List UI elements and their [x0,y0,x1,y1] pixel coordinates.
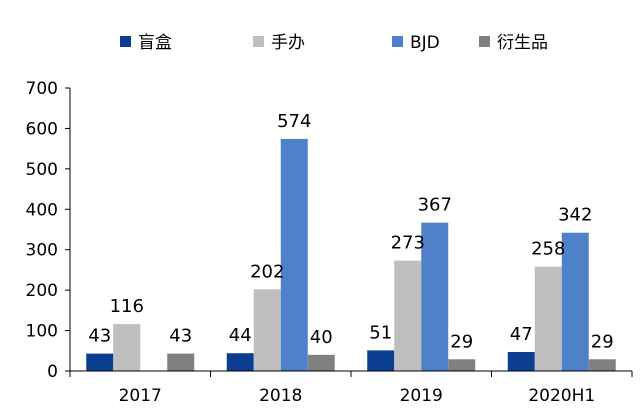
bar [588,359,616,371]
data-labels: 43 116 43 44 202 574 40 51 273 367 29 47 258 342 29 [88,111,613,352]
legend-label: BJD [410,33,440,53]
bar [253,289,281,371]
y-tick-label: 600 [26,119,58,139]
legend-swatch [120,36,131,47]
y-tick-label: 0 [47,362,58,382]
legend-swatch [253,36,264,47]
bar [113,324,141,371]
bar [421,222,449,371]
data-label: 273 [391,233,425,254]
bar [226,353,254,371]
data-label: 258 [531,239,565,260]
y-axis: 0 100 200 300 400 500 600 700 [26,79,71,382]
x-axis: 2017 2018 2019 2020H1 [69,370,633,406]
y-tick-label: 100 [26,322,58,342]
category-label: 2020H1 [528,386,595,406]
bar [561,232,589,371]
legend-label: 盲盒 [138,33,172,53]
data-label: 40 [310,327,333,348]
y-tick-label: 700 [26,79,58,99]
category-label: 2017 [119,386,162,406]
bar [448,359,476,371]
legend-swatch [479,36,490,47]
y-tick-label: 300 [26,241,58,261]
data-label: 574 [277,111,311,132]
data-label: 43 [88,326,111,347]
data-label: 202 [250,261,284,282]
data-label: 43 [169,326,192,347]
bar [367,350,395,371]
data-label: 116 [110,296,144,317]
data-label: 29 [450,331,473,352]
legend-swatch [392,36,403,47]
bar [394,260,422,371]
y-tick-label: 200 [26,281,58,301]
category-label: 2018 [259,386,302,406]
y-tick-label: 500 [26,160,58,180]
bar [167,353,195,371]
data-label: 51 [369,322,392,343]
bar [280,138,308,371]
legend-label: 衍生品 [497,33,548,53]
legend: 盲盒 手办 BJD 衍生品 [120,33,548,53]
data-label: 44 [229,325,252,346]
y-tick-label: 400 [26,200,58,220]
data-label: 342 [558,205,592,226]
data-label: 367 [418,195,452,216]
bar [86,353,114,371]
data-label: 47 [510,324,533,345]
bar [307,354,335,371]
legend-label: 手办 [271,33,305,53]
category-label: 2019 [400,386,443,406]
bar [507,351,535,371]
data-label: 29 [591,331,614,352]
bar [534,266,562,371]
bars [86,138,616,371]
